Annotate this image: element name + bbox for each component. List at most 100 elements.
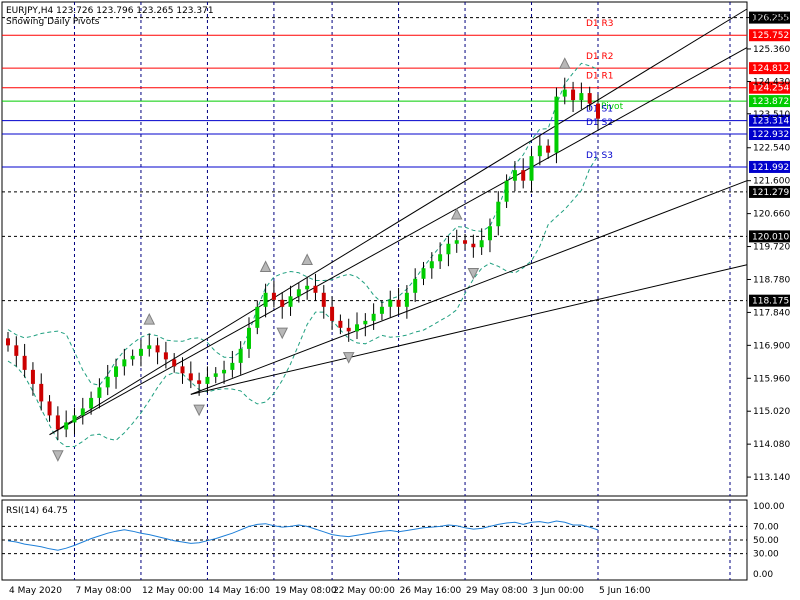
x-tick-label: 3 Jun 00:00 — [533, 586, 585, 596]
candle-body — [504, 180, 509, 202]
candle-body — [271, 292, 276, 300]
candle-body — [89, 397, 94, 409]
pivot-price-label: 125.752 — [752, 31, 789, 41]
candle-body — [305, 285, 310, 290]
candlesticks — [6, 77, 600, 440]
y-tick-label: 116.900 — [753, 341, 790, 351]
candle-body — [537, 145, 542, 157]
candle-body — [579, 93, 584, 101]
pivot-line-label: D1 S3 — [586, 151, 613, 161]
pivot-price-label: 123.872 — [752, 97, 789, 107]
level-price-label: 126.255 — [752, 14, 789, 24]
pivot-price-box — [749, 128, 790, 141]
x-tick-label: 7 May 08:00 — [75, 586, 131, 596]
fractal-down-marker — [342, 352, 355, 364]
pivot-price-box — [749, 95, 790, 108]
candle-body — [529, 156, 534, 181]
candle-body — [596, 103, 600, 119]
candle-body — [521, 170, 526, 181]
y-tick-label: 119.720 — [753, 243, 790, 253]
level-price-label: 118.175 — [752, 297, 789, 307]
candle-body — [263, 292, 268, 307]
trend-line — [49, 47, 748, 436]
y-tick-label: 124.430 — [753, 78, 790, 88]
x-tick-label: 26 May 16:00 — [400, 586, 462, 596]
candle-body — [313, 285, 318, 293]
rsi-tick-label: 70.00 — [753, 522, 779, 532]
y-tick-label: 122.540 — [753, 144, 790, 154]
candle-body — [6, 338, 10, 346]
pivot-price-label: 123.314 — [752, 117, 789, 127]
pivot-price-label: 124.254 — [752, 84, 789, 94]
candle-body — [296, 289, 301, 297]
candle-body — [238, 348, 243, 363]
level-price-box — [749, 230, 790, 243]
y-tick-label: 126.255 — [753, 14, 790, 24]
rsi-line — [7, 520, 599, 551]
pivots-subtitle: Showing Daily Pivots — [6, 17, 100, 27]
candle-body — [213, 373, 218, 377]
pivot-price-box — [749, 114, 790, 127]
candle-body — [346, 327, 351, 332]
x-tick-label: 5 Jun 16:00 — [599, 586, 651, 596]
candle-body — [163, 352, 168, 360]
pivot-price-box — [749, 62, 790, 75]
candle-body — [554, 96, 559, 153]
candle-body — [429, 261, 434, 269]
candle-body — [172, 359, 177, 367]
candle-body — [463, 240, 468, 244]
level-price-box — [749, 185, 790, 198]
candle-body — [479, 240, 484, 248]
rsi-tick-label: 100.00 — [753, 502, 785, 512]
pivot-line-label: D1 R3 — [586, 19, 614, 29]
fractal-up-marker — [143, 312, 156, 325]
candle-body — [546, 145, 551, 153]
level-lines: 126.255 121.279 120.010 118.175 — [2, 11, 790, 307]
candle-body — [72, 415, 77, 423]
trend-line — [190, 180, 748, 395]
trend-lines — [49, 8, 748, 436]
candle-body — [197, 380, 202, 384]
candle-body — [496, 201, 501, 227]
rsi-label: RSI(14) 64.75 — [6, 506, 68, 516]
y-tick-label: 118.780 — [753, 275, 790, 285]
rsi-tick-label: 0.00 — [753, 570, 773, 580]
x-tick-label: 22 May 00:00 — [333, 586, 395, 596]
candle-body — [147, 345, 152, 349]
pivot-price-label: 124.812 — [752, 64, 789, 74]
candle-body — [205, 376, 210, 384]
pivot-price-box — [749, 29, 790, 42]
y-tick-label: 121.600 — [753, 177, 790, 187]
fractal-up-marker — [450, 207, 463, 220]
main-plot-frame — [1, 1, 748, 497]
y-tick-label: 125.360 — [753, 45, 790, 55]
time-axis: 4 May 2020 7 May 08:00 12 May 00:00 14 May … — [9, 586, 651, 596]
candle-body — [388, 299, 393, 307]
symbol-header: EURJPY,H4 123.726 123.796 123.265 123.37… — [6, 6, 214, 16]
candle-body — [587, 93, 592, 104]
pivot-price-box — [749, 160, 790, 173]
candle-body — [280, 299, 285, 307]
candle-body — [155, 345, 160, 353]
x-tick-label: 19 May 08:00 — [275, 586, 337, 596]
fractal-down-marker — [193, 404, 205, 417]
pivot-price-label: 121.992 — [752, 163, 789, 173]
candle-body — [379, 306, 384, 314]
candle-body — [130, 355, 135, 360]
candle-body — [39, 383, 44, 402]
candle-body — [64, 422, 69, 430]
candle-body — [122, 359, 127, 367]
y-tick-label: 115.020 — [753, 407, 790, 417]
fractal-up-marker — [301, 253, 313, 266]
candle-body — [47, 401, 52, 416]
candle-body — [97, 387, 102, 398]
level-price-label: 121.279 — [752, 188, 789, 198]
candle-body — [571, 89, 576, 101]
candle-body — [321, 292, 326, 307]
candle-body — [438, 254, 443, 262]
x-tick-label: 4 May 2020 — [9, 586, 62, 596]
fractal-up-marker — [259, 260, 272, 273]
candle-body — [188, 373, 193, 381]
candle-body — [413, 278, 418, 293]
